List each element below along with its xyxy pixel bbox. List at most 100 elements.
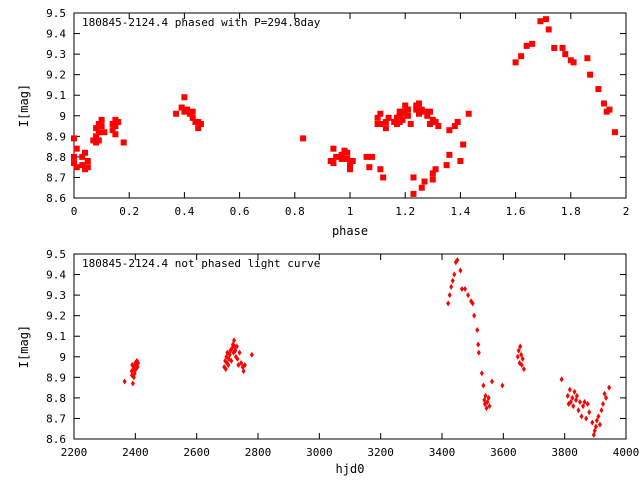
data-point <box>449 283 454 290</box>
data-point <box>410 190 417 197</box>
data-point <box>229 357 234 364</box>
data-point <box>455 257 460 264</box>
unphased-x-tick-label: 3200 <box>367 446 394 459</box>
phased-chart-title: 180845-2124.4 phased with P=294.8day <box>82 16 321 29</box>
data-point <box>349 158 356 164</box>
data-point <box>416 100 422 107</box>
data-point <box>227 351 232 358</box>
data-point <box>500 382 505 389</box>
unphased-x-axis-label: hjd0 <box>336 462 365 476</box>
data-point <box>574 392 579 399</box>
data-point <box>242 362 247 368</box>
unphased-y-tick-label: 9.4 <box>46 269 66 282</box>
data-point <box>374 114 381 121</box>
unphased-y-tick-label: 9.3 <box>46 289 66 302</box>
data-point <box>418 184 425 191</box>
data-point <box>249 351 254 358</box>
data-point <box>585 401 590 408</box>
unphased-data-points <box>122 257 612 438</box>
data-point <box>84 158 91 164</box>
data-point <box>404 106 411 113</box>
data-point <box>427 121 434 127</box>
unphased-y-tick-label: 8.6 <box>46 433 66 446</box>
data-point <box>519 351 524 358</box>
data-point <box>120 139 127 146</box>
data-point <box>241 368 246 375</box>
data-point <box>458 267 463 274</box>
data-point <box>369 153 376 160</box>
data-point <box>234 343 239 350</box>
phased-y-tick-label: 9.4 <box>46 28 66 41</box>
unphased-plot-frame <box>73 253 627 440</box>
data-point <box>236 362 241 368</box>
data-point <box>223 366 228 373</box>
phased-y-tick-label: 8.7 <box>46 171 66 184</box>
data-point <box>593 423 598 430</box>
unphased-x-tick-label: 2800 <box>245 446 272 459</box>
data-point <box>79 153 86 160</box>
data-point <box>457 158 464 164</box>
data-point <box>516 347 521 354</box>
data-point <box>73 164 80 171</box>
data-point <box>432 166 439 173</box>
unphased-y-tick-label: 9 <box>59 351 66 364</box>
data-point <box>130 380 135 387</box>
data-point <box>98 116 105 123</box>
data-point <box>112 123 119 130</box>
unphased-x-tick-label: 2400 <box>122 446 149 459</box>
phased-x-tick-label: 0.8 <box>285 205 305 218</box>
data-point <box>595 86 602 93</box>
phased-x-tick-label: 0.2 <box>119 205 139 218</box>
unphased-x-tick-label: 4000 <box>613 446 640 459</box>
data-point <box>377 166 384 173</box>
data-point <box>101 129 108 136</box>
data-point <box>429 170 436 177</box>
data-point <box>424 112 431 119</box>
phased-data-points <box>71 16 618 197</box>
data-point <box>523 42 530 49</box>
data-point <box>604 394 609 401</box>
data-point <box>596 413 601 420</box>
phased-x-tick-label: 0.6 <box>230 205 250 218</box>
unphased-chart: 2200 2400 2600 2800 3000 3200 3400 3600 3800 4000… <box>17 248 639 476</box>
data-point <box>518 53 525 60</box>
data-point <box>470 300 475 307</box>
data-point <box>407 121 414 127</box>
data-point <box>435 123 442 130</box>
phased-x-tick-label: 2 <box>623 205 630 218</box>
data-point <box>344 149 351 156</box>
data-point <box>122 378 127 385</box>
data-point <box>537 18 544 25</box>
phased-x-tick-label: 1.2 <box>395 205 415 218</box>
data-point <box>380 174 387 181</box>
data-point <box>402 102 409 109</box>
phased-x-tick-label: 1.8 <box>561 205 581 218</box>
data-point <box>432 118 439 125</box>
data-point <box>382 118 389 125</box>
phased-y-tick-label: 9.3 <box>46 48 66 61</box>
data-point <box>486 394 491 401</box>
data-point <box>195 125 202 132</box>
data-point <box>300 135 307 142</box>
data-point <box>181 94 188 101</box>
data-point <box>520 355 525 362</box>
data-point <box>579 413 584 420</box>
phased-x-tick-label: 1 <box>347 205 354 218</box>
data-point <box>109 127 116 134</box>
data-point <box>446 300 451 307</box>
data-point <box>443 162 450 169</box>
data-point <box>447 292 452 299</box>
data-point <box>377 121 384 127</box>
data-point <box>93 133 100 140</box>
data-point <box>460 141 467 148</box>
data-point <box>576 407 581 414</box>
unphased-y-tick-label: 9.1 <box>46 330 66 343</box>
data-point <box>450 277 455 284</box>
data-point <box>601 401 605 408</box>
phased-y-tick-label: 9.2 <box>46 69 66 82</box>
data-point <box>597 421 602 428</box>
data-point <box>184 106 191 113</box>
unphased-x-tick-label: 2200 <box>61 446 88 459</box>
data-point <box>584 55 591 62</box>
data-point <box>476 341 481 348</box>
